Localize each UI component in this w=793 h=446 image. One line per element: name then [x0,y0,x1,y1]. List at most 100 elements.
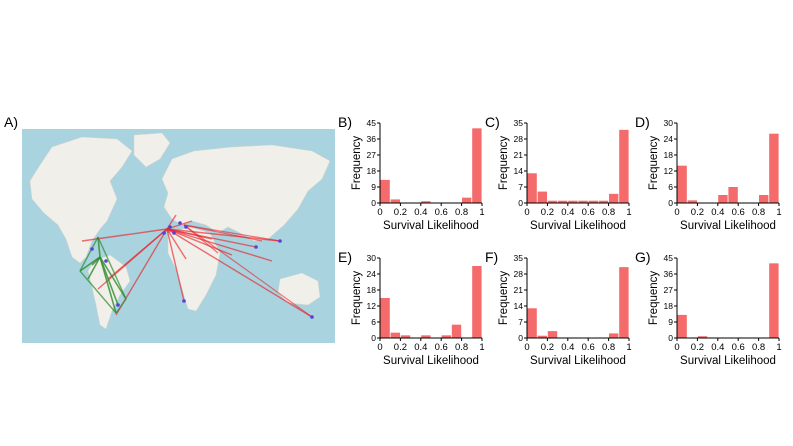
x-tick-label: 1 [626,342,631,353]
route-line [99,256,127,300]
histogram-bar [451,324,462,338]
y-tick-label: 45 [367,118,377,128]
x-tick-label: 0 [377,342,382,353]
histogram-bar [390,199,400,203]
y-tick-label: 28 [514,269,524,279]
y-tick-label: 18 [664,150,674,160]
y-axis-label: Frequency [351,271,363,326]
histogram-bar [609,193,619,203]
x-axis-label: Survival Likelihood [680,220,776,232]
x-tick-label: 0.8 [602,207,615,218]
landmass-australia [277,272,321,306]
panel-label-e: E) [338,249,352,265]
histogram-bar [380,298,390,338]
histogram-bar [547,200,558,203]
route-line [79,236,99,272]
route-node [172,231,176,235]
y-tick-label: 36 [367,134,377,144]
x-tick-label: 0 [674,207,679,218]
x-tick-label: 1 [776,207,781,218]
route-node [278,239,282,243]
y-tick-label: 30 [367,253,377,263]
y-tick-label: 0 [371,333,376,343]
panel-label-c: C) [485,114,500,130]
y-tick-label: 24 [367,269,377,279]
histogram-bar [588,200,598,203]
x-tick-label: 0.8 [602,342,615,353]
x-tick-label: 1 [776,342,781,353]
route-node [254,245,258,249]
route-line [87,256,101,280]
x-tick-label: 1 [626,207,631,218]
route-line [97,236,101,258]
x-tick-label: 0.2 [541,207,554,218]
y-tick-label: 18 [664,301,674,311]
y-tick-label: 35 [514,253,524,263]
histogram-bar [421,335,431,338]
y-tick-label: 0 [518,198,523,208]
y-axis-label: Frequency [648,271,660,326]
histogram-bar [527,308,537,338]
y-tick-label: 21 [514,285,524,295]
x-tick-label: 0.8 [455,342,468,353]
y-tick-label: 0 [371,198,376,208]
panel-label-f: F) [485,249,499,265]
y-tick-label: 35 [514,118,524,128]
histogram-bar [568,200,578,203]
x-tick-label: 0.2 [394,207,407,218]
route-node [184,225,188,229]
histogram-bar [598,200,609,203]
y-axis-label: Frequency [498,271,510,326]
histogram-bar [769,133,779,203]
histogram-bar [537,191,547,203]
x-tick-label: 0.6 [582,207,595,218]
histogram-bar [677,165,687,203]
route-line [115,298,127,314]
world-route-map [22,129,335,343]
histogram-bar [390,332,400,338]
histogram-bar [697,336,708,338]
landmass-greenland [133,132,171,168]
x-axis-label: Survival Likelihood [383,220,479,232]
x-tick-label: 0.4 [414,207,427,218]
histogram-bar [421,201,431,203]
y-tick-label: 12 [664,166,674,176]
route-layer [79,214,313,318]
y-axis-label: Frequency [351,136,363,191]
route-line [99,256,117,314]
route-node [310,315,314,319]
panel-label-a: A) [4,114,18,130]
y-tick-label: 6 [371,317,376,327]
x-tick-label: 0 [377,207,382,218]
histogram-bar [769,263,779,338]
histogram-bar [537,335,547,338]
route-line [91,256,101,266]
x-tick-label: 0.2 [394,342,407,353]
x-tick-label: 0.6 [435,207,448,218]
y-tick-label: 21 [514,150,524,160]
histogram-bar [687,200,697,203]
histogram-bar [441,335,451,338]
route-line [166,228,185,302]
y-tick-label: 28 [514,134,524,144]
x-tick-label: 0.4 [561,342,574,353]
y-tick-label: 14 [514,166,524,176]
route-line [183,224,313,318]
y-tick-label: 12 [367,301,377,311]
x-tick-label: 0.8 [752,207,765,218]
x-tick-label: 0.2 [691,207,704,218]
histogram-bar [578,200,588,203]
panel-label-g: G) [635,249,651,265]
y-tick-label: 14 [514,301,524,311]
histogram-bar [547,331,558,338]
route-node [182,299,186,303]
y-tick-label: 9 [668,317,673,327]
x-tick-label: 0.2 [691,342,704,353]
x-tick-label: 0.8 [455,207,468,218]
route-line [166,228,313,318]
y-tick-label: 36 [664,269,674,279]
y-axis-label: Frequency [648,136,660,191]
histogram-bar [677,314,687,338]
